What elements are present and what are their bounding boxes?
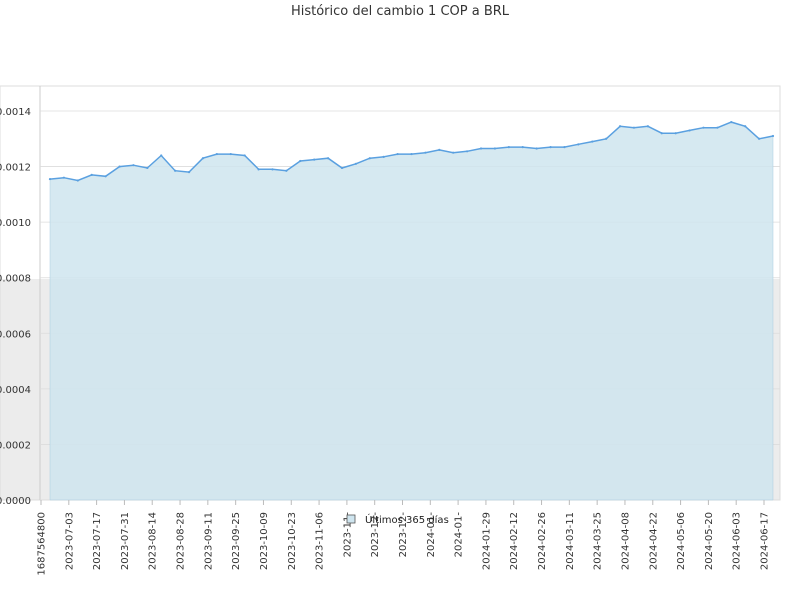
data-point	[229, 152, 232, 156]
chart-title: Histórico del cambio 1 COP a BRL	[291, 4, 510, 19]
y-tick-label: 0.0010	[0, 218, 31, 229]
x-tick-label: 2023-10-23	[287, 512, 298, 570]
x-tick-label: 2024-04-08	[620, 512, 631, 570]
x-tick-label: 2023-07-17	[92, 512, 103, 570]
data-point	[646, 125, 649, 128]
data-point	[48, 177, 52, 181]
y-tick-label: 0.0012	[0, 163, 31, 174]
data-point	[368, 157, 371, 160]
x-tick-label: 2023-07-31	[120, 512, 131, 570]
data-point	[285, 169, 288, 172]
data-point	[326, 157, 330, 160]
data-point	[466, 150, 469, 153]
data-point	[257, 168, 260, 171]
x-tick-label: 2024-01-29	[481, 512, 492, 570]
data-point	[493, 147, 497, 150]
data-point	[438, 148, 441, 151]
data-points	[48, 121, 775, 182]
data-point	[632, 126, 636, 129]
data-point	[730, 121, 733, 124]
x-tick-label: 2024-05-06	[676, 512, 687, 570]
y-axis: 0.0000 0.0002 0.0004 0.0006 0.0008 0.0010 0.00…	[0, 107, 31, 507]
x-tick-label: 2023-10-09	[259, 512, 270, 570]
x-tick-label: 2023-09-11	[203, 512, 214, 570]
x-tick-label: 2024-03-25	[593, 512, 604, 570]
legend-label[interactable]: Últimos 365 días	[365, 513, 449, 526]
data-point	[702, 126, 705, 129]
x-tick-label: 2023-12-	[398, 512, 409, 558]
x-tick-label: 2023-12-	[370, 512, 381, 558]
data-point	[62, 176, 66, 179]
x-tick-label: 2023-11-06	[315, 512, 326, 570]
data-point	[174, 169, 177, 172]
data-point	[771, 134, 775, 138]
x-tick-label: 2024-06-03	[732, 512, 743, 570]
data-point	[299, 159, 302, 163]
data-point	[757, 137, 761, 140]
data-point	[410, 152, 413, 156]
data-point	[618, 125, 622, 128]
data-point	[382, 155, 385, 158]
y-tick-label: 0.0002	[0, 440, 31, 451]
data-point	[688, 129, 691, 132]
data-point	[479, 147, 483, 150]
data-point	[215, 152, 218, 156]
data-point	[563, 146, 566, 149]
y-tick-label: 0.0008	[0, 274, 31, 285]
data-point	[187, 171, 191, 174]
x-tick-label: 2024-02-12	[509, 512, 520, 570]
x-tick-label: 2023-08-14	[148, 512, 159, 570]
data-point	[660, 132, 663, 135]
data-point	[132, 164, 135, 167]
y-tick-label: 0.0014	[0, 107, 31, 118]
legend-swatch[interactable]	[346, 514, 356, 524]
data-point	[424, 151, 427, 154]
data-point	[535, 147, 538, 150]
data-point	[118, 165, 121, 168]
x-tick-label: 2024-06-17	[760, 512, 771, 570]
data-point	[744, 125, 747, 128]
x-tick-label: 2023-11-	[342, 512, 353, 558]
data-point	[90, 173, 93, 177]
data-point	[577, 143, 580, 146]
data-point	[396, 152, 399, 156]
data-point	[354, 162, 357, 165]
y-tick-label: 0.0000	[0, 496, 31, 507]
x-tick-label: 2023-09-25	[231, 512, 242, 570]
data-point	[605, 137, 608, 140]
x-tick-label: 2024-04-22	[648, 512, 659, 570]
x-tick-label: 2024-05-20	[704, 512, 715, 570]
data-point	[549, 146, 552, 149]
data-point	[271, 168, 274, 171]
x-tick-label: 2024-03-11	[565, 512, 576, 570]
data-point	[521, 146, 524, 149]
data-point	[146, 166, 149, 170]
data-point	[104, 175, 107, 178]
series-area	[49, 121, 774, 501]
data-point	[340, 166, 344, 170]
x-tick-label: 2024-02-26	[537, 512, 548, 570]
data-point	[452, 151, 455, 154]
x-tick-label: 2023-07-03	[64, 512, 75, 570]
data-point	[243, 154, 246, 157]
data-point	[716, 126, 719, 129]
y-tick-label: 0.0006	[0, 329, 31, 340]
x-tick-label: 2023-08-28	[176, 512, 187, 570]
x-tick-label: 2024-01-	[426, 512, 437, 558]
x-axis: 1687564800 2023-07-03 2023-07-17 2023-07-31…	[37, 500, 771, 576]
y-tick-label: 0.0004	[0, 385, 31, 396]
data-point	[507, 146, 510, 149]
legend[interactable]: Últimos 365 días	[346, 513, 449, 526]
x-tick-label: 2024-01-	[454, 512, 465, 558]
data-point	[313, 158, 316, 161]
x-tick-label: 1687564800	[37, 512, 48, 576]
data-point	[76, 179, 79, 182]
data-point	[160, 154, 163, 157]
data-point	[201, 157, 205, 160]
data-point	[591, 140, 594, 143]
data-point	[674, 132, 677, 135]
